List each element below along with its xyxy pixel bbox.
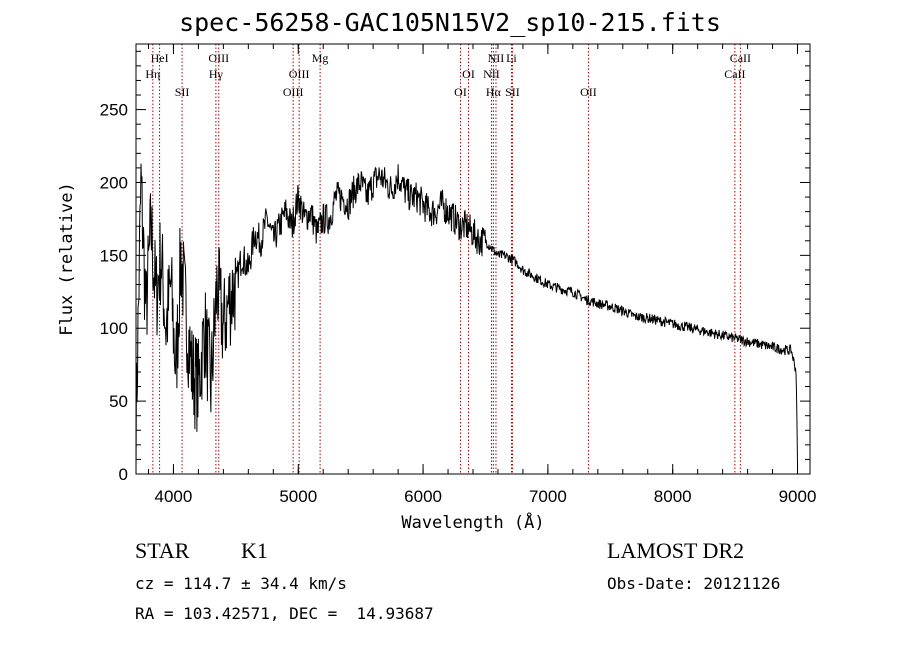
y-tick-label-1: 50 xyxy=(109,392,128,411)
x-axis-label: Wavelength (Å) xyxy=(401,511,544,533)
x-tick-label-0: 4000 xyxy=(155,487,193,506)
line-label-14: SII xyxy=(505,85,520,99)
y-axis-label: Flux (relative) xyxy=(57,182,77,336)
line-label-9: OI xyxy=(454,85,467,99)
coordinates-label: RA = 103.42571, DEC = 14.93687 xyxy=(135,604,434,623)
line-label-17: CaII xyxy=(724,67,745,81)
line-label-13: Hα xyxy=(486,85,502,99)
line-label-6: OIII xyxy=(283,85,304,99)
y-tick-label-5: 250 xyxy=(100,101,128,120)
obs-date-label: Obs-Date: 20121126 xyxy=(607,574,781,593)
x-tick-label-2: 6000 xyxy=(404,487,442,506)
line-label-11: Li xyxy=(506,51,517,65)
y-tick-label-0: 0 xyxy=(119,465,128,484)
x-tick-label-3: 7000 xyxy=(529,487,567,506)
object-class: STAR xyxy=(135,538,190,563)
redshift-label: cz = 114.7 ± 34.4 km/s xyxy=(135,574,347,593)
line-label-10: NII xyxy=(488,51,505,65)
y-tick-label-2: 100 xyxy=(100,319,128,338)
chart-title: spec-56258-GAC105N15V2_sp10-215.fits xyxy=(179,8,721,37)
line-label-4: Hγ xyxy=(209,67,224,81)
x-tick-label-5: 9000 xyxy=(779,487,817,506)
line-label-8: OI xyxy=(462,67,475,81)
line-label-12: NII xyxy=(483,67,500,81)
spectrum-line xyxy=(135,163,798,475)
line-label-16: CaII xyxy=(730,51,751,65)
survey-label: LAMOST DR2 xyxy=(607,538,745,563)
y-tick-label-4: 200 xyxy=(100,173,128,192)
line-label-5: OIII xyxy=(289,67,310,81)
line-label-7: Mg xyxy=(312,51,329,65)
line-label-1: Hη xyxy=(145,67,160,81)
y-tick-label-3: 150 xyxy=(100,246,128,265)
x-tick-label-4: 8000 xyxy=(654,487,692,506)
plot-frame xyxy=(135,43,811,475)
line-label-3: OIII xyxy=(208,51,229,65)
line-label-2: SII xyxy=(175,85,190,99)
line-label-15: OII xyxy=(580,85,597,99)
object-subclass: K1 xyxy=(241,538,268,563)
x-tick-label-1: 5000 xyxy=(279,487,317,506)
line-label-0: HeI xyxy=(151,51,169,65)
